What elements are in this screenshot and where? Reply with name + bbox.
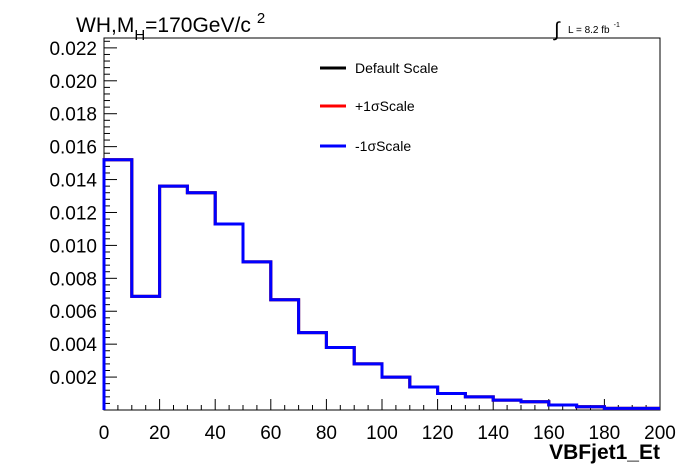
- y-tick-label: 0.010: [49, 236, 97, 257]
- y-tick-label: 0.004: [49, 335, 97, 356]
- y-tick-label: 0.008: [49, 269, 97, 290]
- chart-title: WH,MH=170GeV/c 2: [76, 10, 265, 44]
- x-tick-label: 200: [644, 423, 676, 444]
- legend-label: -1σScale: [355, 138, 411, 154]
- y-tick-label: 0.006: [49, 302, 97, 323]
- title-subscript: H: [134, 27, 145, 44]
- title-rest: =170GeV/c: [145, 14, 251, 37]
- lumi-superscript: -1: [614, 22, 620, 29]
- lumi-label: L = 8.2 fb -1: [568, 22, 620, 36]
- x-tick-label: 180: [589, 423, 621, 444]
- y-tick-label: 0.020: [49, 72, 97, 93]
- x-axis-ticks: 0 20 40 60 80 100 120 140 160 180 200: [99, 399, 676, 444]
- histogram-series: [102, 158, 660, 410]
- x-tick-label: 160: [533, 423, 565, 444]
- y-tick-label: 0.018: [49, 105, 97, 126]
- y-tick-label: 0.012: [49, 203, 97, 224]
- x-tick-label: 20: [149, 423, 170, 444]
- title-main: WH,M: [76, 14, 134, 37]
- x-tick-label: 80: [316, 423, 337, 444]
- series-line-2: [102, 158, 660, 410]
- legend-label: Default Scale: [355, 60, 438, 76]
- x-tick-label: 100: [366, 423, 398, 444]
- x-axis-label: VBFjet1_Et: [549, 441, 660, 464]
- lumi-integral-symbol: ∫: [553, 19, 561, 41]
- legend: Default Scale +1σScale -1σScale: [320, 60, 438, 154]
- x-tick-label: 120: [422, 423, 454, 444]
- lumi-text: L = 8.2 fb: [568, 25, 610, 36]
- x-tick-label: 140: [477, 423, 509, 444]
- x-tick-label: 0: [99, 423, 110, 444]
- legend-label: +1σScale: [355, 98, 415, 114]
- x-tick-label: 40: [205, 423, 226, 444]
- y-tick-label: 0.016: [49, 138, 97, 159]
- title-superscript: 2: [257, 10, 265, 27]
- y-tick-label: 0.014: [49, 171, 97, 192]
- y-tick-label: 0.022: [49, 39, 97, 60]
- y-axis-ticks: 0.002 0.004 0.006 0.008 0.010 0.012 0.014 0.016…: [49, 39, 117, 404]
- y-tick-label: 0.002: [49, 368, 97, 389]
- x-tick-label: 60: [260, 423, 281, 444]
